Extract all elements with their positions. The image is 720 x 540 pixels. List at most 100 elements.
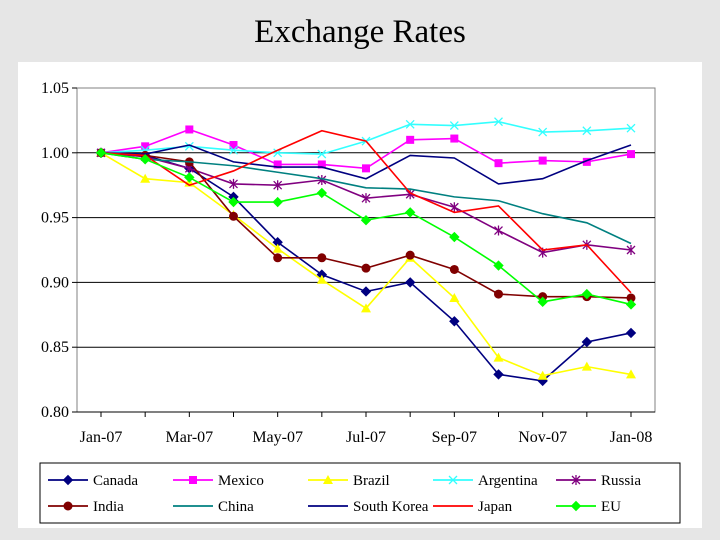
legend-label-eu: EU	[601, 499, 621, 515]
data-point-india	[449, 264, 459, 274]
legend-marker-india	[63, 501, 73, 511]
legend-marker-argentina	[448, 475, 458, 485]
legend-marker-russia	[571, 475, 581, 485]
data-point-eu	[537, 296, 548, 308]
x-tick-label: May-07	[252, 429, 303, 446]
legend-item-south-korea: South Korea	[308, 499, 429, 515]
data-point-argentina	[449, 121, 459, 131]
legend: Canada Mexico Brazil Argentina Russia India Ch…	[48, 473, 641, 515]
data-point-india	[317, 253, 327, 263]
series-line-south-korea	[100, 144, 632, 185]
data-point-russia	[494, 225, 503, 236]
legend-item-argentina: Argentina	[433, 473, 538, 489]
legend-label-south-korea: South Korea	[353, 499, 429, 515]
legend-label-japan: Japan	[478, 499, 513, 515]
legend-item-brazil: Brazil	[308, 473, 390, 489]
legend-item-russia: Russia	[556, 473, 641, 489]
legend-label-russia: Russia	[601, 473, 641, 489]
plot-area-border	[76, 87, 656, 413]
legend-item-india: India	[48, 499, 124, 515]
data-point-india	[361, 263, 371, 273]
legend-label-mexico: Mexico	[218, 473, 264, 489]
legend-label-brazil: Brazil	[353, 473, 390, 489]
x-axis-ticks: Jan-07 Mar-07 May-07 Jul-07 Sep-07 Nov-07 Jan-…	[77, 411, 655, 446]
data-point-eu	[95, 147, 107, 159]
data-point-canada	[360, 286, 372, 297]
legend-box	[39, 462, 681, 524]
data-point-eu	[404, 207, 416, 218]
data-point-argentina	[273, 148, 283, 158]
series-china	[100, 152, 632, 245]
data-point-brazil	[493, 352, 504, 362]
legend-item-japan: Japan	[433, 499, 513, 515]
slide-title: Exchange Rates	[254, 14, 466, 50]
data-point-brazil	[449, 292, 460, 302]
data-point-argentina	[184, 141, 194, 151]
line-chart: 0.80 0.85 0.90 0.95 1.00 1.05 Jan-07 Mar-07 May…	[39, 80, 681, 524]
legend-item-canada: Canada	[48, 473, 138, 489]
legend-item-eu: EU	[556, 499, 621, 515]
data-point-mexico	[538, 156, 547, 165]
data-point-brazil	[626, 369, 636, 379]
y-tick-label: 1.05	[41, 80, 69, 97]
series-south-korea	[100, 144, 632, 185]
data-point-russia	[317, 175, 327, 186]
series-line-china	[100, 152, 632, 245]
data-point-argentina	[582, 126, 592, 136]
y-tick-label: 0.80	[41, 404, 69, 421]
x-tick-label: Mar-07	[165, 429, 213, 446]
data-point-mexico	[273, 160, 282, 169]
data-point-eu	[184, 172, 195, 183]
data-point-eu	[493, 260, 504, 271]
x-tick-label: Sep-07	[432, 429, 477, 446]
data-point-russia	[626, 245, 636, 255]
data-point-eu	[625, 299, 637, 310]
data-point-argentina	[229, 145, 238, 155]
data-point-mexico	[627, 150, 635, 159]
data-point-russia	[361, 193, 371, 204]
data-point-mexico	[141, 142, 150, 151]
data-point-eu	[272, 196, 283, 208]
data-point-brazil	[581, 361, 592, 371]
legend-marker-mexico	[189, 476, 197, 484]
data-point-india	[273, 253, 283, 263]
x-tick-label: Jan-08	[610, 429, 653, 446]
legend-label-canada: Canada	[93, 473, 138, 489]
data-point-argentina	[405, 119, 415, 129]
series-line-japan	[100, 129, 632, 294]
series-lines	[95, 117, 637, 387]
data-point-russia	[229, 178, 238, 189]
legend-marker-brazil	[323, 475, 333, 484]
data-point-mexico	[406, 135, 415, 144]
legend-marker-canada	[62, 474, 74, 486]
data-point-russia	[449, 202, 459, 213]
data-point-argentina	[494, 117, 503, 127]
data-point-russia	[273, 180, 283, 191]
data-point-india	[626, 293, 636, 303]
data-point-brazil	[272, 243, 283, 253]
data-point-canada	[493, 369, 504, 380]
series-eu	[95, 147, 637, 310]
data-point-russia	[405, 189, 415, 200]
x-tick-label: Jan-07	[80, 429, 123, 446]
data-point-eu	[228, 196, 239, 208]
data-point-brazil	[537, 370, 548, 380]
y-tick-label: 0.90	[41, 274, 69, 291]
data-point-canada	[404, 277, 416, 288]
x-tick-label: Jul-07	[346, 429, 386, 446]
data-point-mexico	[494, 159, 503, 168]
data-point-canada	[449, 316, 460, 327]
data-point-mexico	[317, 160, 326, 169]
data-point-india	[494, 289, 503, 299]
legend-label-china: China	[218, 499, 254, 515]
data-point-india	[229, 211, 238, 221]
data-point-eu	[360, 214, 372, 226]
series-japan	[100, 129, 632, 294]
data-point-eu	[139, 154, 151, 165]
y-axis-ticks: 0.80 0.85 0.90 0.95 1.00 1.05	[41, 80, 77, 421]
data-point-mexico	[229, 141, 238, 150]
data-point-eu	[316, 187, 328, 199]
x-tick-label: Nov-07	[518, 429, 567, 446]
data-point-brazil	[140, 173, 151, 183]
data-point-mexico	[450, 134, 459, 143]
